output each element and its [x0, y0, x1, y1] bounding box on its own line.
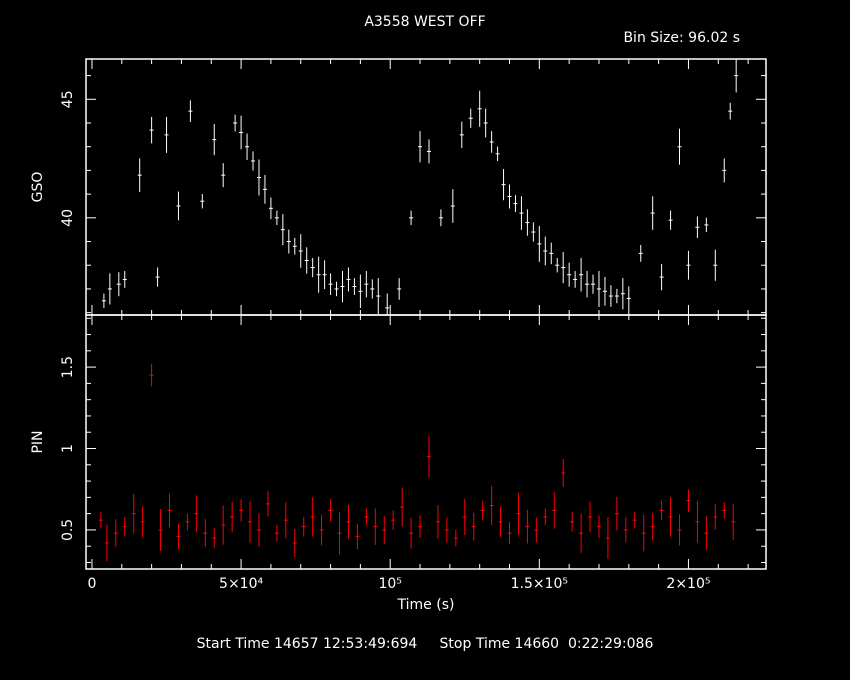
y-tick-label: 45 — [60, 90, 76, 108]
pin-axis-ticks: 0.5 1 1.5 — [60, 317, 766, 563]
x-tick-label: 5×10⁴ — [219, 576, 263, 592]
start-stop-time: Start Time 14657 12:53:49:694 Stop Time … — [196, 636, 654, 652]
pin-axis-label: PIN — [30, 430, 46, 453]
gso-axis-ticks: 40 45 — [60, 75, 766, 314]
x-tick-label: 2×10⁵ — [666, 576, 710, 592]
y-tick-label: 1 — [60, 444, 76, 453]
x-tick-label: 1.5×10⁵ — [511, 576, 568, 592]
pin-series — [98, 364, 736, 562]
x-tick-label: 10⁵ — [378, 576, 401, 592]
chart-title: A3558 WEST OFF — [364, 14, 486, 30]
gso-axis-label: GSO — [30, 172, 46, 203]
pin-panel-frame — [85, 314, 767, 570]
y-tick-label: 1.5 — [60, 356, 76, 378]
y-tick-label: 40 — [60, 209, 76, 227]
bin-size-label: Bin Size: 96.02 s — [623, 30, 740, 46]
time-axis-ticks: 0 5×10⁴ 10⁵ 1.5×10⁵ 2×10⁵ — [88, 59, 749, 592]
gso-series — [101, 59, 739, 315]
y-tick-label: 0.5 — [60, 519, 76, 541]
x-axis-label: Time (s) — [397, 597, 455, 613]
x-tick-label: 0 — [88, 576, 97, 592]
gso-panel-frame — [85, 58, 767, 316]
